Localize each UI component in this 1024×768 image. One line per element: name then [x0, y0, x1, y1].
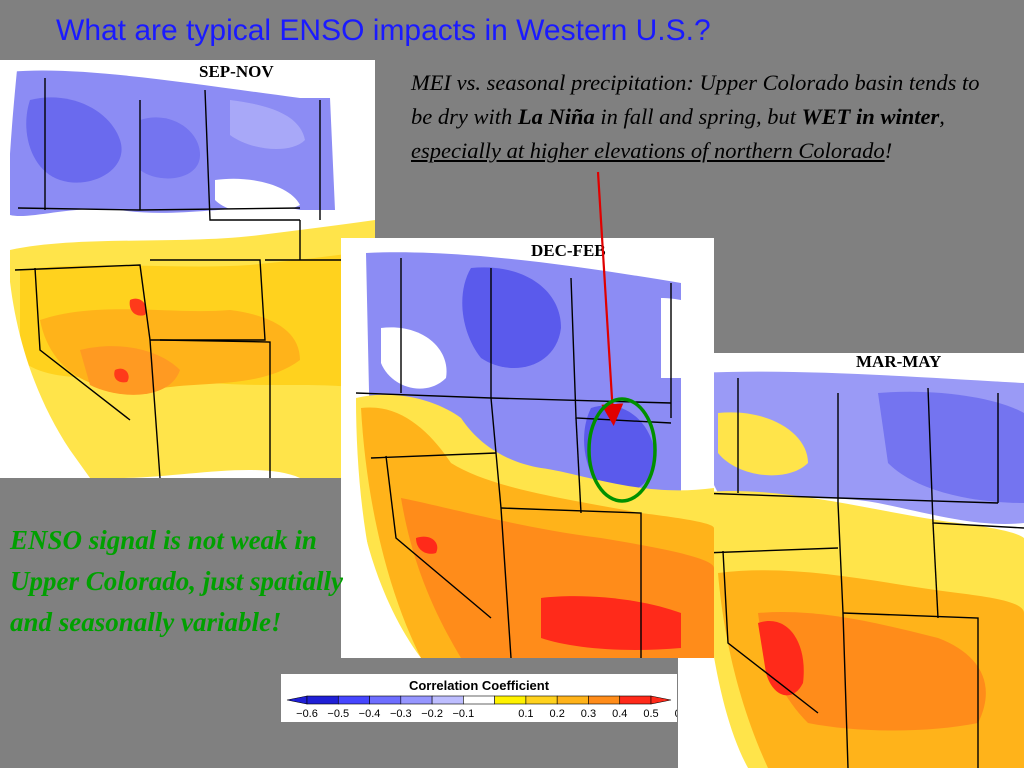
season-label-mar-may: MAR-MAY	[856, 352, 942, 371]
mei-text-part1: MEI vs. seasonal precipitation: Upper Co…	[411, 70, 980, 129]
season-label-sep-nov: SEP-NOV	[199, 62, 274, 81]
colorbar-tick-label: −0.4	[359, 708, 381, 720]
colorbar-tick-label: −0.6	[296, 708, 318, 720]
colorbar-swatch	[337, 695, 370, 705]
colorbar-tick-label: 0.2	[550, 708, 565, 720]
colorbar-swatch	[431, 695, 464, 705]
colorbar-tick-label: 0.5	[643, 708, 658, 720]
colorbar-tick-label: 0.1	[518, 708, 533, 720]
colorbar-tick-label: 0.3	[581, 708, 596, 720]
colorbar-swatch	[556, 695, 589, 705]
colorbar-right-arrow	[650, 695, 672, 705]
colorbar-tick-label: −0.1	[453, 708, 475, 720]
colorbar-tick-label: 0.6	[675, 708, 677, 720]
colorbar-swatch	[619, 695, 652, 705]
colorbar-swatch	[494, 695, 527, 705]
colorbar-tick-label: −0.5	[327, 708, 349, 720]
enso-note: ENSO signal is not weak in Upper Colorad…	[10, 525, 344, 637]
mei-text-part4: !	[884, 138, 893, 163]
sep-nov-map-graphic	[0, 60, 375, 478]
la-nina-text: La Niña	[517, 104, 595, 129]
wet-winter-text: WET in winter	[801, 104, 940, 129]
slide-title: What are typical ENSO impacts in Western…	[56, 14, 711, 47]
colorbar-swatch	[306, 695, 339, 705]
colorbar-legend: Correlation Coefficient −0.6 −0.5 −0.4 −0.3…	[281, 674, 677, 722]
colorbar-tick-label: −0.2	[421, 708, 443, 720]
mei-description: MEI vs. seasonal precipitation: Upper Co…	[411, 66, 981, 168]
mei-text-part2: in fall and spring, but	[594, 104, 802, 129]
map-sep-nov	[0, 60, 375, 478]
colorbar-swatch	[400, 695, 433, 705]
colorbar-swatch	[588, 695, 621, 705]
colorbar-swatch	[463, 695, 495, 705]
colorbar-tick-label: −0.3	[390, 708, 412, 720]
colorbar-graphic: −0.6 −0.5 −0.4 −0.3 −0.2 −0.1 0.1 0.2 0.3 0.4 0.5 0…	[286, 695, 677, 720]
map-mar-may	[678, 353, 1024, 768]
colorbar-swatch	[525, 695, 558, 705]
colorbar-title: Correlation Coefficient	[408, 678, 550, 693]
northern-colorado-text: especially at higher elevations of north…	[411, 138, 885, 163]
colorbar-swatch	[369, 695, 402, 705]
mar-may-map-graphic	[678, 353, 1024, 768]
map-dec-feb	[341, 238, 714, 658]
colorbar-tick-label: 0.4	[612, 708, 627, 720]
dec-feb-map-graphic	[341, 238, 714, 658]
mei-text-part3: ,	[939, 104, 945, 129]
season-label-dec-feb: DEC-FEB	[531, 241, 606, 260]
colorbar-left-arrow	[286, 695, 308, 705]
